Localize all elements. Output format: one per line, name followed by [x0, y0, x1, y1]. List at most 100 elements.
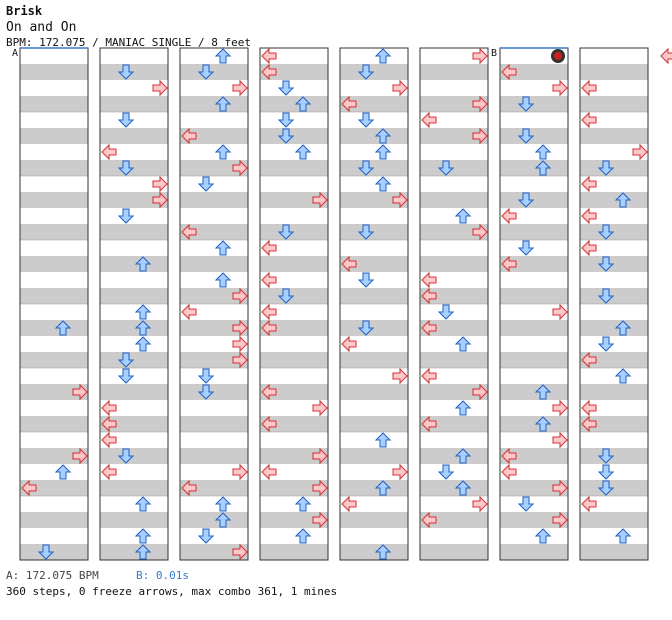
- step-arrow: [312, 511, 328, 529]
- step-arrow: [101, 415, 117, 433]
- mine-core: [554, 52, 562, 60]
- beat-stripe: [580, 64, 648, 80]
- beat-stripe: [20, 160, 88, 176]
- step-arrow: [597, 288, 615, 304]
- beat-stripe: [420, 192, 488, 208]
- step-arrow: [197, 528, 215, 544]
- step-arrow: [232, 351, 248, 369]
- step-arrow: [117, 368, 135, 384]
- step-arrow: [552, 431, 568, 449]
- beat-stripe: [340, 128, 408, 144]
- step-arrow: [341, 495, 357, 513]
- beat-stripe: [100, 288, 168, 304]
- beat-stripe: [340, 64, 408, 80]
- column-border: [259, 47, 329, 561]
- column-border: [579, 47, 649, 561]
- beat-stripe: [580, 288, 648, 304]
- beat-stripe: [500, 384, 568, 400]
- beat-stripe: [340, 448, 408, 464]
- beat-stripe: [260, 480, 328, 496]
- step-arrow: [341, 335, 357, 353]
- beat-stripe: [420, 416, 488, 432]
- beat-stripe: [260, 544, 328, 560]
- chart-column: [259, 47, 329, 561]
- step-arrow: [597, 160, 615, 176]
- chart-stats: 360 steps, 0 freeze arrows, max combo 36…: [6, 585, 338, 598]
- beat-stripe: [500, 160, 568, 176]
- beat-stripe: [420, 480, 488, 496]
- beat-stripe: [340, 480, 408, 496]
- beat-stripe: [20, 544, 88, 560]
- step-arrow: [472, 223, 488, 241]
- marker-a: A: [12, 48, 18, 59]
- step-arrow: [374, 48, 392, 64]
- beat-stripe: [100, 64, 168, 80]
- step-arrow: [232, 543, 248, 561]
- step-arrow: [232, 463, 248, 481]
- beat-stripe: [260, 192, 328, 208]
- step-arrow: [357, 160, 375, 176]
- step-arrow: [632, 143, 648, 161]
- step-arrow: [54, 320, 72, 336]
- beat-stripe: [580, 256, 648, 272]
- step-arrow: [294, 144, 312, 160]
- step-arrow: [552, 303, 568, 321]
- step-arrow: [117, 352, 135, 368]
- step-arrow: [197, 176, 215, 192]
- beat-stripe: [100, 384, 168, 400]
- step-arrow: [357, 272, 375, 288]
- step-arrow: [152, 175, 168, 193]
- step-arrow: [454, 208, 472, 224]
- step-arrow: [374, 432, 392, 448]
- step-arrow: [501, 447, 517, 465]
- step-arrow: [517, 192, 535, 208]
- beat-stripe: [260, 160, 328, 176]
- beat-stripe: [420, 320, 488, 336]
- beat-stripe: [420, 384, 488, 400]
- step-arrow: [117, 208, 135, 224]
- beat-stripe: [500, 320, 568, 336]
- step-arrow: [152, 191, 168, 209]
- step-arrow: [581, 351, 597, 369]
- beat-stripe: [580, 320, 648, 336]
- beat-stripe: [340, 288, 408, 304]
- beat-stripe: [20, 96, 88, 112]
- beat-stripe: [340, 384, 408, 400]
- step-arrow: [581, 399, 597, 417]
- step-arrow: [392, 79, 408, 97]
- beat-stripe: [260, 128, 328, 144]
- beat-stripe: [340, 320, 408, 336]
- step-arrow: [597, 336, 615, 352]
- step-arrow: [501, 255, 517, 273]
- step-arrow: [232, 335, 248, 353]
- beat-stripe: [20, 320, 88, 336]
- beat-stripe: [420, 256, 488, 272]
- chart-column: [579, 47, 649, 561]
- step-arrow: [581, 111, 597, 129]
- step-arrow: [197, 384, 215, 400]
- beat-stripe: [20, 288, 88, 304]
- beat-stripe: [100, 128, 168, 144]
- song-artist: On and On: [6, 20, 77, 35]
- beat-stripe: [500, 448, 568, 464]
- step-arrow: [614, 320, 632, 336]
- step-arrow: [312, 447, 328, 465]
- step-arrow: [472, 495, 488, 513]
- beat-stripe: [180, 256, 248, 272]
- beat-stripe: [260, 384, 328, 400]
- beat-stripe: [500, 224, 568, 240]
- step-arrow: [660, 47, 672, 65]
- step-arrow: [534, 416, 552, 432]
- step-arrow: [552, 511, 568, 529]
- step-arrow: [552, 79, 568, 97]
- beat-stripe: [180, 384, 248, 400]
- step-arrow: [277, 80, 295, 96]
- step-arrow: [134, 256, 152, 272]
- beat-stripe: [260, 96, 328, 112]
- step-arrow: [374, 128, 392, 144]
- step-arrow: [581, 239, 597, 257]
- step-arrow: [597, 448, 615, 464]
- beat-stripe: [580, 128, 648, 144]
- step-arrow: [72, 383, 88, 401]
- beat-stripe: [100, 224, 168, 240]
